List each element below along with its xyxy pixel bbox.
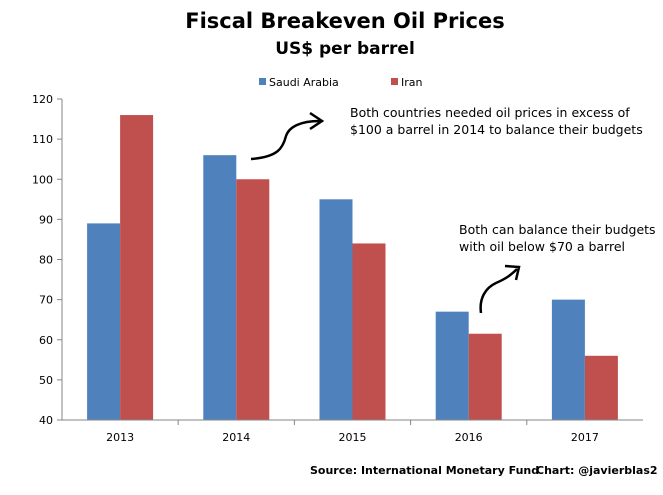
- annotation-2014: Both countries needed oil prices in exce…: [250, 105, 643, 161]
- bar-saudi-arabia-2016: [435, 311, 469, 420]
- legend: Saudi Arabia Iran: [259, 76, 423, 89]
- y-tick-label: 90: [39, 213, 53, 226]
- chart-subtitle: US$ per barrel: [275, 39, 415, 59]
- x-tick-label: 2013: [106, 431, 134, 444]
- y-tick-label: 110: [32, 133, 53, 146]
- bar-saudi-arabia-2013: [87, 223, 121, 420]
- annotation-2014-arrow: [250, 119, 321, 161]
- y-tick-label: 100: [32, 173, 53, 186]
- bars: [87, 115, 618, 421]
- chart-credit: Chart: @javierblas2: [536, 464, 658, 477]
- bar-saudi-arabia-2017: [551, 299, 585, 420]
- bar-iran-2017: [584, 355, 618, 420]
- bar-saudi-arabia-2015: [319, 199, 353, 420]
- annotation-2014-line-2: $100 a barrel in 2014 to balance their b…: [350, 122, 643, 137]
- y-axis-ticks: 40 50 60 70 80 90 100 110 120: [32, 93, 62, 427]
- legend-label-iran: Iran: [401, 76, 423, 89]
- annotation-2014-arrowhead: [309, 111, 325, 131]
- annotation-2016: Both can balance their budgets with oil …: [459, 222, 656, 314]
- y-tick-label: 40: [39, 414, 53, 427]
- annotation-2016-line-2: with oil below $70 a barrel: [459, 239, 625, 254]
- source-note: Source: International Monetary Fund: [310, 464, 539, 477]
- chart-title: Fiscal Breakeven Oil Prices: [185, 9, 504, 33]
- x-tick-label: 2017: [571, 431, 599, 444]
- y-tick-label: 120: [32, 93, 53, 106]
- annotation-2014-line-1: Both countries needed oil prices in exce…: [350, 105, 630, 120]
- x-tick-label: 2016: [455, 431, 483, 444]
- y-tick-label: 70: [39, 294, 53, 307]
- x-tick-label: 2014: [222, 431, 250, 444]
- legend-swatch-iran: [391, 78, 398, 85]
- bar-iran-2014: [236, 179, 270, 420]
- bar-saudi-arabia-2014: [203, 155, 237, 421]
- legend-swatch-saudi-arabia: [259, 78, 266, 85]
- y-tick-label: 80: [39, 254, 53, 267]
- x-tick-label: 2015: [339, 431, 367, 444]
- legend-label-saudi-arabia: Saudi Arabia: [269, 76, 339, 89]
- annotation-2016-line-1: Both can balance their budgets: [459, 222, 656, 237]
- bar-iran-2016: [468, 333, 502, 420]
- y-tick-label: 50: [39, 374, 53, 387]
- annotation-2016-arrow: [479, 268, 518, 314]
- annotation-2016-arrowhead: [504, 264, 521, 281]
- bar-iran-2015: [352, 243, 386, 420]
- bar-iran-2013: [120, 115, 154, 421]
- y-tick-label: 60: [39, 334, 53, 347]
- x-axis-ticks: 2013 2014 2015 2016 2017: [106, 420, 599, 444]
